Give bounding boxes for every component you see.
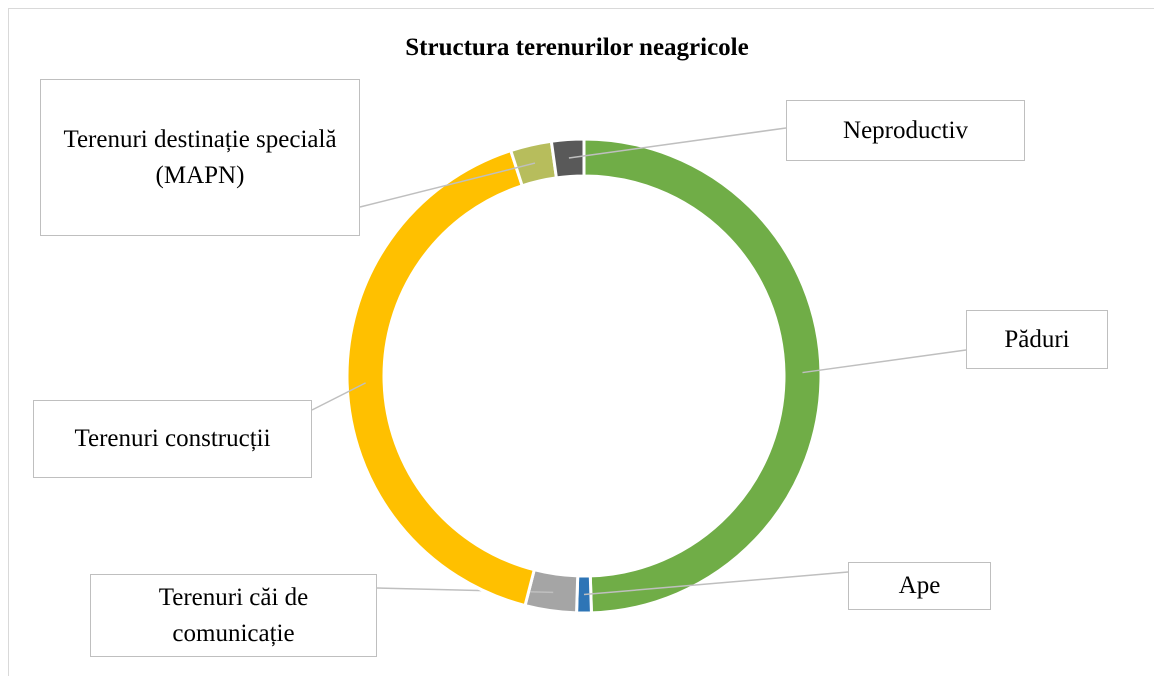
data-label: Terenuri căi de comunicație [90, 574, 377, 657]
leader-line [359, 162, 536, 208]
donut-segment [582, 137, 823, 615]
chart-title: Structura terenurilor neagricole [405, 34, 749, 61]
data-label: Păduri [966, 310, 1108, 369]
leader-line [311, 382, 366, 411]
data-label: Neproductiv [786, 100, 1025, 161]
data-label: Terenuri destinație specială (MAPN) [40, 79, 360, 236]
data-label: Ape [848, 562, 991, 610]
chart-frame [8, 8, 1154, 676]
donut-segment [345, 148, 537, 608]
leader-line [568, 127, 787, 159]
leader-line [802, 349, 967, 374]
leader-line [583, 571, 849, 596]
data-label: Terenuri construcții [33, 400, 312, 478]
donut-segment [549, 137, 586, 180]
